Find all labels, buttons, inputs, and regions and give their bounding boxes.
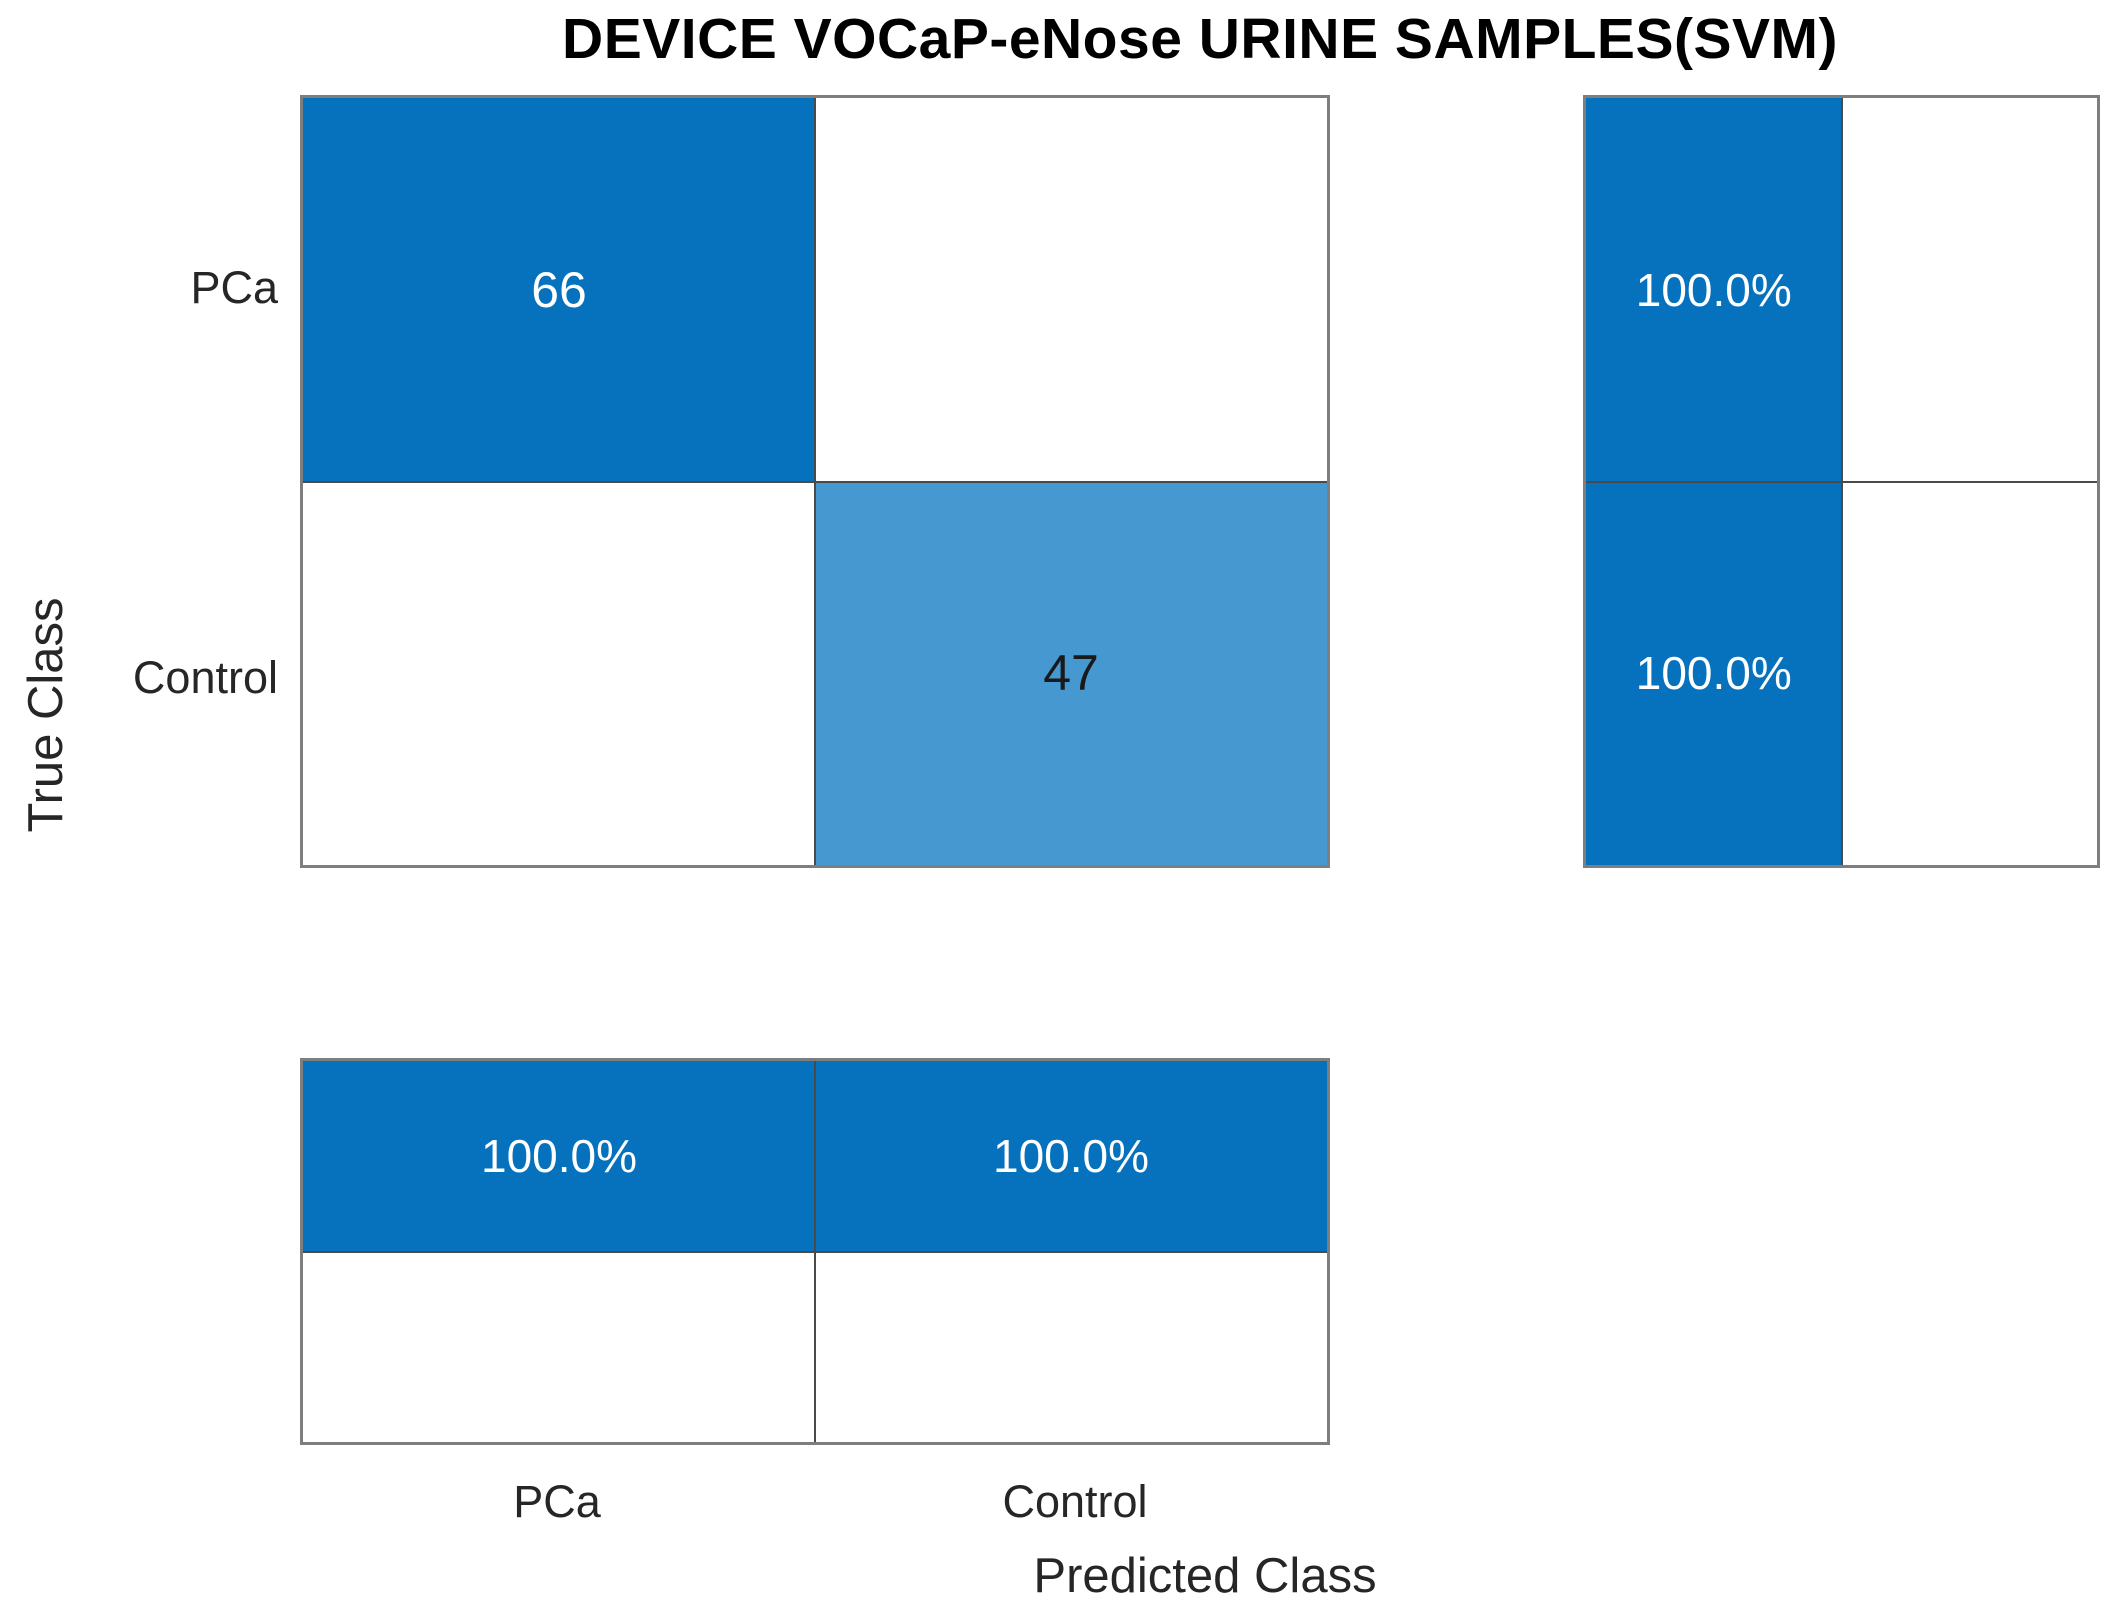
y-axis-label: True Class: [19, 597, 73, 833]
x-axis-label: Predicted Class: [1033, 1549, 1377, 1603]
col-summary-pct: 100.0%: [480, 1130, 637, 1183]
chart-title: DEVICE VOCaP-eNose URINE SAMPLES(SVM): [562, 7, 1838, 71]
row-summary-control-correct: 100.0%: [1586, 481, 1842, 865]
col-summary-pca-correct: 100.0%: [303, 1061, 815, 1252]
column-summary-panel: 100.0% 100.0%: [300, 1058, 1330, 1445]
cell-count: 47: [1043, 645, 1099, 702]
gridline-horizontal: [1586, 480, 2097, 483]
x-tick-pca: PCa: [513, 1476, 601, 1527]
gridline-horizontal: [303, 1250, 1327, 1253]
cell-true-control-pred-pca: [303, 481, 815, 865]
confusion-matrix-grid: 66 47: [300, 95, 1330, 868]
row-summary-control-incorrect: [1841, 481, 2097, 865]
row-summary-pca-incorrect: [1841, 98, 2097, 482]
cell-true-pca-pred-control: [815, 98, 1327, 482]
y-tick-control: Control: [132, 652, 278, 703]
x-tick-control: Control: [1002, 1476, 1148, 1527]
row-summary-pca-correct: 100.0%: [1586, 98, 1842, 482]
col-summary-control-incorrect: [815, 1251, 1327, 1442]
y-tick-pca: PCa: [190, 262, 278, 313]
gridline-horizontal: [303, 480, 1327, 483]
cell-true-control-pred-control: 47: [815, 481, 1327, 865]
row-summary-pct: 100.0%: [1635, 647, 1792, 700]
col-summary-pct: 100.0%: [992, 1130, 1149, 1183]
cell-count: 66: [531, 261, 587, 318]
col-summary-pca-incorrect: [303, 1251, 815, 1442]
row-summary-panel: 100.0% 100.0%: [1583, 95, 2100, 868]
row-summary-pct: 100.0%: [1635, 263, 1792, 316]
col-summary-control-correct: 100.0%: [815, 1061, 1327, 1252]
cell-true-pca-pred-pca: 66: [303, 98, 815, 482]
